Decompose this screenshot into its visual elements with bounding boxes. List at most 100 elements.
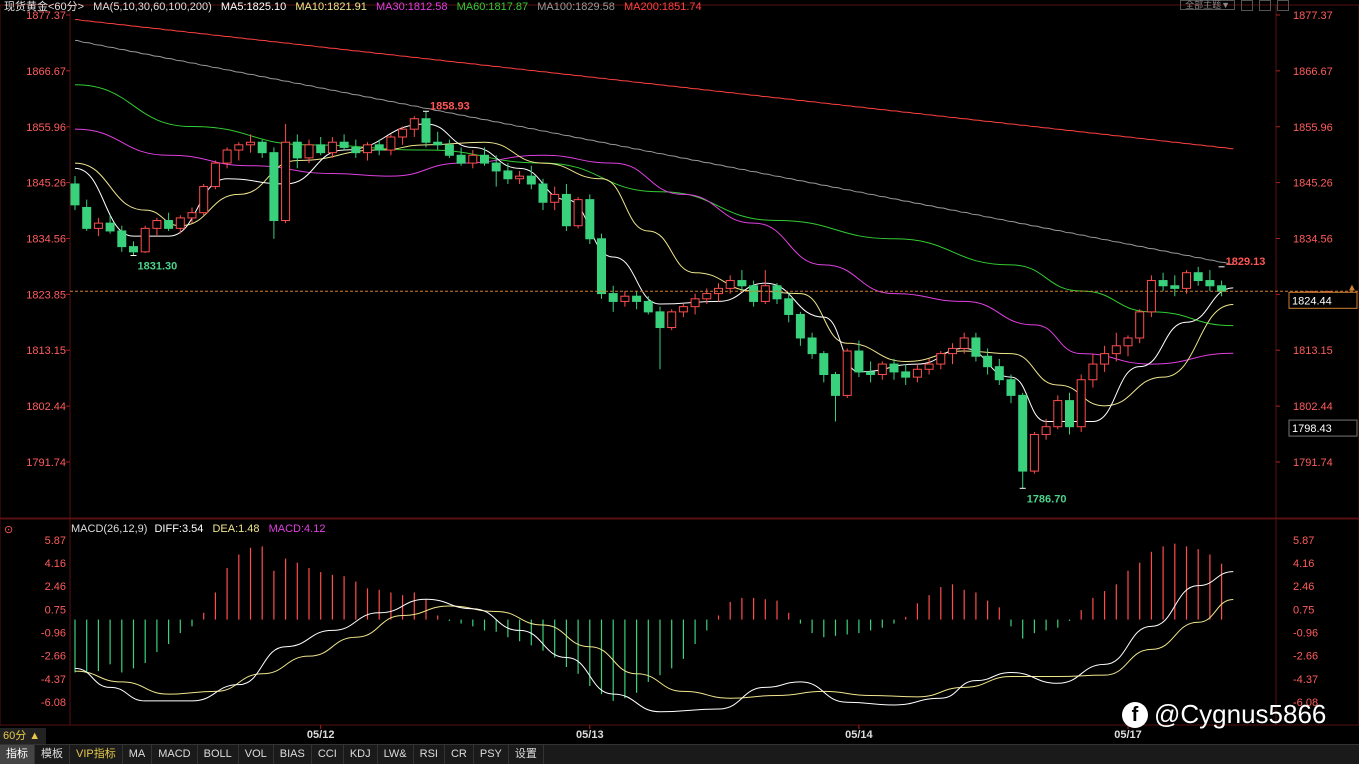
candle-up (363, 144, 372, 154)
tab-10[interactable]: LW& (378, 745, 414, 764)
candle-down (889, 363, 899, 373)
tab-4[interactable]: MACD (152, 745, 198, 764)
macd-axis-label-left: -4.37 (41, 674, 66, 686)
candle-down (1158, 280, 1168, 287)
candle-down (491, 162, 501, 172)
candle-up (234, 144, 244, 151)
tab-12[interactable]: CR (445, 745, 474, 764)
window-button-2[interactable] (1259, 0, 1271, 11)
candle-down (538, 183, 548, 203)
candle-down (1065, 400, 1074, 428)
candle-up (1100, 353, 1110, 365)
macd-axis-label-right: -6.08 (1293, 697, 1318, 709)
macd-settings-icon[interactable]: ⊙ (4, 524, 14, 536)
candle-up (725, 280, 735, 289)
candle-down (70, 183, 80, 206)
price-axis-label-left: 1834.56 (26, 233, 66, 245)
candle-down (807, 337, 817, 355)
price-axis-label-right: 1791.74 (1293, 457, 1333, 469)
macd-value: MACD:4.12 (268, 523, 326, 535)
candle-up (573, 199, 583, 227)
price-axis-label-left: 1791.74 (26, 457, 66, 469)
candle-down (561, 193, 571, 227)
ma-line-ma30 (74, 128, 1234, 365)
tab-7[interactable]: BIAS (274, 745, 312, 764)
macd-axis-label-right: 2.46 (1293, 581, 1314, 593)
period-selector[interactable]: 60分 ▲ (0, 728, 46, 744)
cursor-price-box (1288, 419, 1358, 437)
tab-8[interactable]: CCI (312, 745, 344, 764)
tab-13[interactable]: PSY (474, 745, 509, 764)
price-axis-label-right: 1866.67 (1293, 66, 1333, 78)
candle-down (503, 170, 513, 180)
candle-up (760, 285, 770, 302)
candle-down (632, 295, 642, 302)
candle-down (819, 353, 829, 376)
candle-up (210, 162, 220, 188)
theme-dropdown[interactable]: 全部主题▼ (1180, 0, 1235, 10)
candle-down (1193, 272, 1203, 282)
candle-down (421, 118, 431, 143)
macd-axis-label-right: 5.87 (1293, 535, 1314, 547)
candle-down (971, 337, 981, 357)
ma30-value: MA30:1812.58 (375, 1, 448, 13)
candle-up (281, 141, 291, 222)
price-axis-label-right: 1855.96 (1293, 122, 1333, 134)
macd-axis-label-right: -2.66 (1293, 651, 1318, 663)
macd-values: MACD(26,12,9) DIFF:3.54 DEA:1.48 MACD:4.… (71, 523, 325, 535)
ma-line-ma100 (74, 39, 1234, 265)
price-axis-label-right: 1813.15 (1293, 345, 1333, 357)
tab-9[interactable]: KDJ (344, 745, 378, 764)
candle-up (550, 193, 560, 203)
price-axis-label-right: 1802.44 (1293, 401, 1333, 413)
candle-up (842, 350, 852, 396)
candlesticks (70, 111, 1227, 489)
macd-axis-label-right: 4.16 (1293, 558, 1314, 570)
candle-up (222, 149, 232, 164)
tab-0[interactable]: 指标 (0, 745, 35, 764)
symbol-title[interactable]: 现货黄金<60分> (4, 1, 85, 13)
macd-panel (74, 543, 1234, 713)
tab-1[interactable]: 模板 (35, 745, 70, 764)
current-price-box (1288, 291, 1358, 309)
ma200-value: MA200:1851.74 (623, 1, 702, 13)
extreme-label: 1858.93 (430, 100, 470, 112)
price-axis-label-right: 1834.56 (1293, 233, 1333, 245)
tab-2[interactable]: VIP指标 (70, 745, 123, 764)
watermark-text: @Cygnus5866 (1154, 699, 1327, 729)
candle-down (433, 141, 443, 146)
ma60-value: MA60:1817.87 (456, 1, 529, 13)
macd-axis-label-right: -0.96 (1293, 628, 1318, 640)
candle-down (901, 371, 911, 378)
tab-14[interactable]: 设置 (509, 745, 544, 764)
candle-up (667, 311, 677, 329)
ma5-value: MA5:1825.10 (220, 1, 287, 13)
macd-axis-label-right: 0.75 (1293, 604, 1314, 616)
cursor-price-label: 1798.43 (1292, 423, 1332, 435)
tab-5[interactable]: BOLL (198, 745, 239, 764)
chart-canvas[interactable]: 1877.37 1877.37 1866.67 1866.67 1855.96 1855.… (0, 0, 1359, 744)
candle-down (784, 298, 794, 315)
tab-11[interactable]: RSI (414, 745, 445, 764)
tab-3[interactable]: MA (123, 745, 153, 764)
candle-up (304, 144, 314, 159)
window-button-3[interactable] (1277, 0, 1289, 11)
candle-up (398, 128, 408, 138)
ma-line-ma200 (74, 19, 1234, 150)
macd-axis-label-left: 5.87 (45, 535, 66, 547)
tab-6[interactable]: VOL (239, 745, 274, 764)
candle-down (795, 313, 805, 339)
candle-up (936, 353, 946, 365)
candle-down (655, 311, 665, 329)
ma100-value: MA100:1829.58 (537, 1, 615, 13)
ma-spec[interactable]: MA(5,10,30,60,100,200) (93, 1, 212, 13)
candle-down (269, 152, 279, 222)
candle-down (374, 144, 384, 151)
date-label: 05/17 (1114, 729, 1142, 741)
ma10-value: MA10:1821.91 (295, 1, 367, 13)
macd-spec[interactable]: MACD(26,12,9) (71, 523, 148, 535)
candle-up (175, 217, 185, 229)
window-button-1[interactable] (1241, 0, 1253, 11)
candle-up (327, 141, 337, 154)
extreme-label: 1829.13 (1226, 256, 1266, 268)
